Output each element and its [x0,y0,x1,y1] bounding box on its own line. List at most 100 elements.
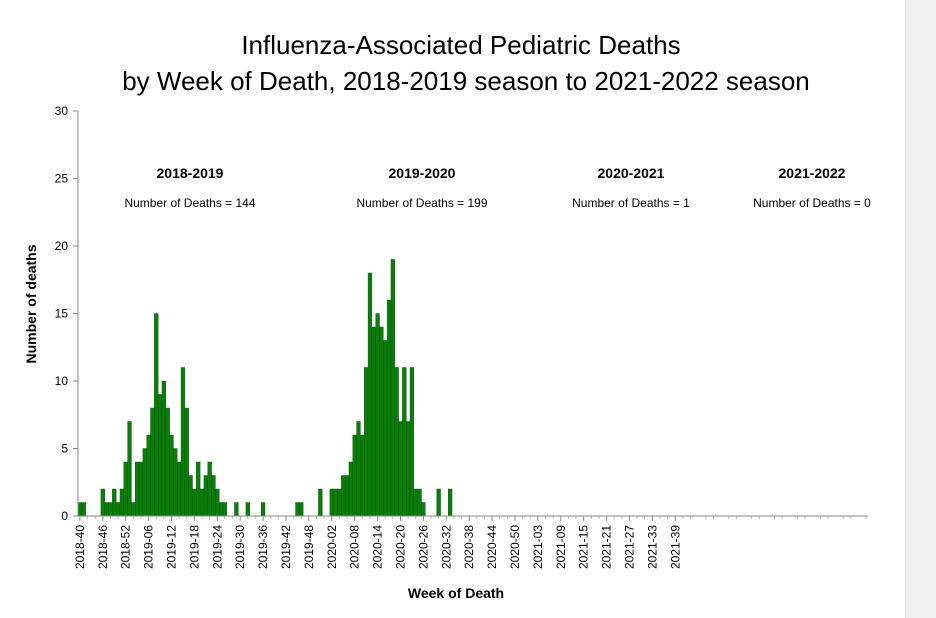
bar [119,488,124,517]
bar [177,461,182,517]
bar [341,475,346,517]
bar [100,488,105,517]
bar [367,272,373,517]
bar [333,488,338,517]
season-annotations: 2018-2019 Number of Deaths = 144 2019-20… [124,165,871,210]
bar [352,434,357,517]
x-tick-label: 2018-52 [119,525,133,569]
x-tick-label: 2021-21 [600,525,614,569]
bar [184,407,189,517]
bar [77,502,83,517]
x-tick-label: 2018-46 [96,525,110,569]
bar [337,488,342,517]
x-tick-label: 2020-38 [462,525,476,569]
bar [150,407,155,517]
bars [77,259,453,517]
bar [379,326,384,517]
season-4-title: 2021-2022 [779,165,846,181]
bar [146,434,151,517]
season-2-count: Number of Deaths = 199 [356,196,487,210]
bar [394,367,399,517]
season-3-title: 2020-2021 [598,165,665,181]
x-tick-label: 2018-40 [73,525,87,569]
bar [413,488,418,517]
bar [104,502,109,517]
bar [180,367,186,517]
bar [436,488,441,517]
bar [318,488,323,517]
bar [135,461,140,517]
bar [203,475,208,517]
bar [360,434,365,517]
bar [138,461,144,517]
bar [406,421,411,517]
bar [398,421,403,517]
bar [142,448,147,517]
bar [123,461,128,517]
y-tick-label: 10 [55,374,69,388]
bar [375,313,380,517]
bar [329,488,334,517]
bar [131,502,136,517]
bar [348,461,353,517]
x-tick-label: 2019-06 [142,525,156,569]
season-1-count: Number of Deaths = 144 [124,196,255,210]
bar [295,502,300,517]
y-axis-ticks: 0 5 10 15 20 25 30 [55,104,78,523]
x-tick-label: 2019-24 [210,525,224,569]
x-tick-label: 2020-32 [439,525,453,569]
bar [115,502,121,517]
x-tick-label: 2021-15 [577,525,591,569]
x-tick-label: 2019-30 [233,525,247,569]
y-tick-label: 5 [61,442,68,456]
bar [234,502,239,517]
chart-title-line1: Influenza-Associated Pediatric Deaths [241,30,680,60]
season-1-title: 2018-2019 [157,165,224,181]
bar [112,488,117,517]
x-tick-label: 2021-09 [554,525,568,569]
bar [390,259,395,517]
bar [196,461,201,517]
bar [344,475,350,517]
x-tick-label: 2019-48 [302,525,316,569]
bar [211,475,216,517]
bar [364,367,369,517]
y-tick-label: 25 [55,172,69,186]
y-tick-label: 0 [61,509,68,523]
bar [127,421,132,517]
x-tick-label: 2021-33 [645,525,659,569]
bar [157,394,163,517]
x-tick-label: 2021-27 [622,525,636,569]
bar [245,502,250,517]
bar [386,299,392,517]
bar [165,407,170,517]
x-tick-label: 2019-12 [165,525,179,569]
bar [207,461,212,517]
x-tick-label: 2019-42 [279,525,293,569]
bar [173,448,178,517]
x-tick-label: 2019-18 [187,525,201,569]
season-3-count: Number of Deaths = 1 [572,196,690,210]
bar [383,340,388,517]
season-4-count: Number of Deaths = 0 [753,196,871,210]
x-tick-label: 2020-08 [348,525,362,569]
bar [447,488,453,517]
x-tick-label: 2021-03 [531,525,545,569]
x-tick-label: 2020-14 [371,525,385,569]
y-tick-label: 30 [55,104,69,118]
bar [81,502,86,517]
bar [222,502,228,517]
bar [421,502,426,517]
x-axis-title: Week of Death [408,585,504,601]
bar [108,502,113,517]
x-tick-label: 2019-36 [256,525,270,569]
bar [219,502,224,517]
bar [161,380,166,517]
bar [215,488,220,517]
chart-frame: Influenza-Associated Pediatric Deaths by… [0,0,906,618]
y-tick-label: 20 [55,239,69,253]
y-axis-title: Number of deaths [23,244,39,363]
bar [192,488,197,517]
chart-title-line2: by Week of Death, 2018-2019 season to 20… [122,66,810,96]
bar [402,367,407,517]
